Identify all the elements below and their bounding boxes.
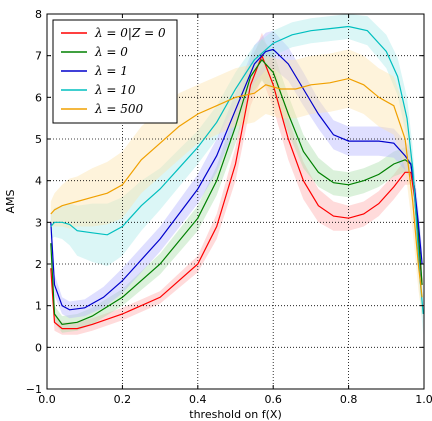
y-tick-label: 8 bbox=[35, 8, 42, 21]
x-axis-label: threshold on f(X) bbox=[189, 408, 282, 421]
x-tick-label: 0.2 bbox=[114, 393, 132, 406]
x-tick-label: 0.4 bbox=[189, 393, 207, 406]
series-line-2 bbox=[50, 48, 423, 311]
series-band-3 bbox=[50, 14, 424, 335]
series-band-2 bbox=[50, 30, 423, 319]
x-tick-label: 1.0 bbox=[415, 393, 432, 406]
legend-label-3: λ = 10 bbox=[94, 83, 136, 97]
legend-label-0: λ = 0|Z = 0 bbox=[94, 26, 166, 40]
y-tick-label: −1 bbox=[26, 383, 42, 396]
x-tick-label: 0.8 bbox=[340, 393, 358, 406]
series-band-1 bbox=[50, 39, 423, 333]
grid-lines bbox=[47, 14, 424, 389]
series-line-1 bbox=[50, 58, 423, 326]
y-tick-label: 3 bbox=[35, 216, 42, 229]
x-tick-label: 0.0 bbox=[38, 393, 56, 406]
series-band-4 bbox=[50, 49, 423, 319]
legend-label-1: λ = 0 bbox=[94, 45, 128, 59]
series-line-3 bbox=[50, 25, 424, 315]
y-axis-label: AMS bbox=[4, 189, 17, 213]
series-line-0 bbox=[50, 54, 423, 330]
series-line-4 bbox=[50, 77, 423, 298]
y-tick-label: 4 bbox=[35, 175, 42, 188]
legend-label-4: λ = 500 bbox=[94, 102, 144, 116]
legend: λ = 0|Z = 0 λ = 0 λ = 1 λ = 10 λ = 500 bbox=[52, 19, 178, 124]
y-tick-label: 1 bbox=[35, 300, 42, 313]
plot-frame bbox=[46, 13, 425, 390]
y-tick-label: 5 bbox=[35, 133, 42, 146]
series-lines bbox=[50, 25, 424, 330]
axis-ticks: 0.0 0.2 0.4 0.6 0.8 1.0 −1 0 1 2 3 4 5 6 7 8 bbox=[26, 8, 432, 406]
uncertainty-bands bbox=[50, 14, 424, 335]
legend-label-2: λ = 1 bbox=[94, 64, 128, 78]
y-tick-label: 0 bbox=[35, 341, 42, 354]
y-tick-label: 6 bbox=[35, 91, 42, 104]
y-tick-label: 2 bbox=[35, 258, 42, 271]
y-tick-label: 7 bbox=[35, 50, 42, 63]
x-tick-label: 0.6 bbox=[264, 393, 282, 406]
